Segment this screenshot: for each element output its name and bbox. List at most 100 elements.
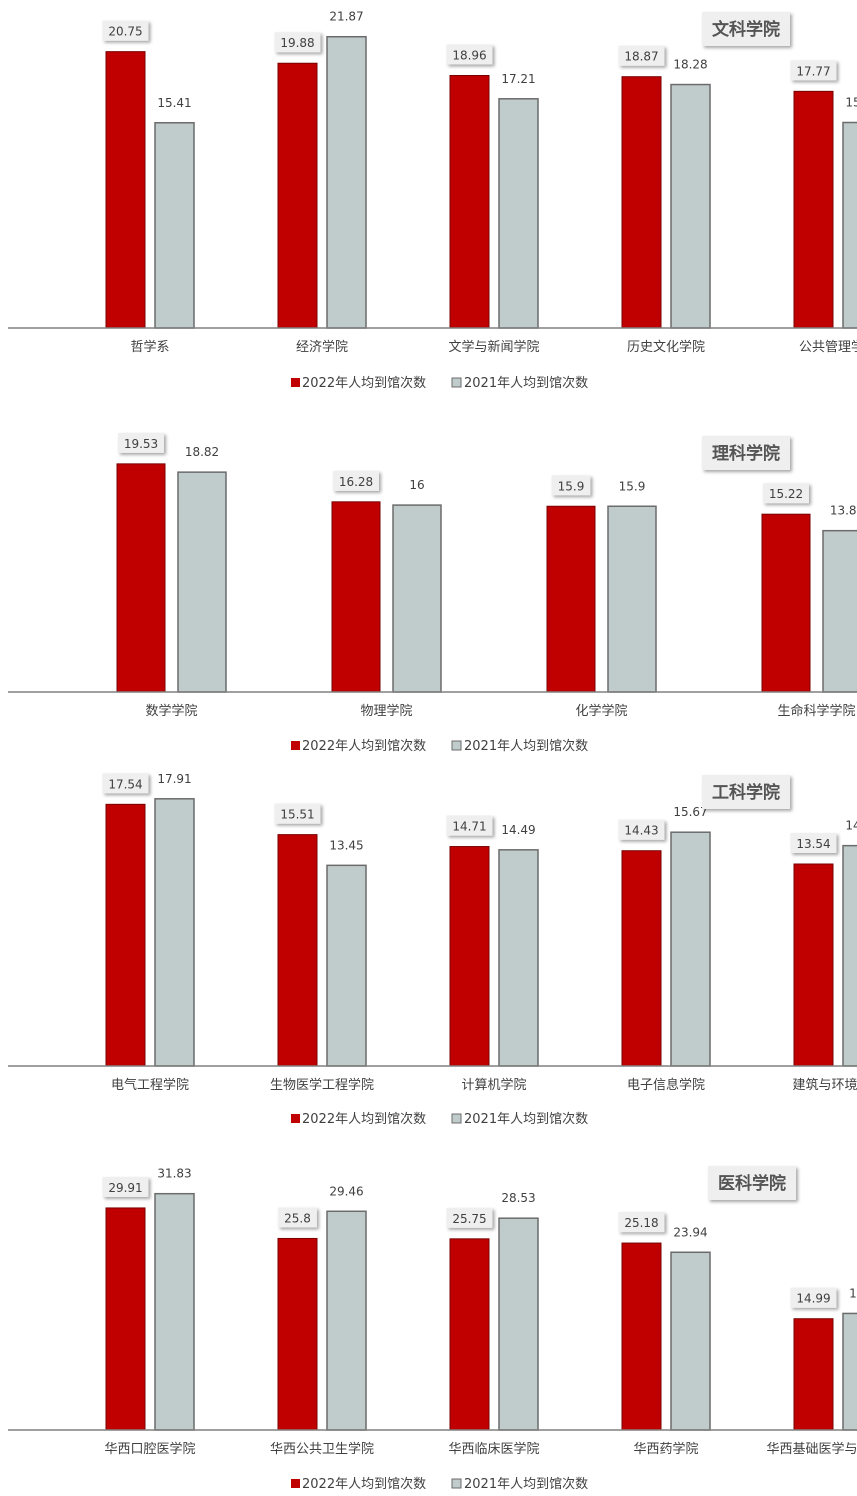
bar-2022 [105,1207,146,1431]
data-label-2022-box [790,1287,837,1308]
bar-2021 [842,1312,857,1431]
chart-panel: 19.53 18.82 数学学院 16.28 16 物理学院 15.9 15.9 化学学院 15.… [8,432,857,754]
data-label-2022-box [618,1212,665,1233]
legend: 2022年人均到馆次数 2021年人均到馆次数 [291,375,588,391]
category-label: 物理学院 [360,703,412,719]
bar-2022 [277,62,318,329]
bar-2021 [177,471,227,693]
bar-2021 [822,529,857,693]
data-label-2021: 14.77 [845,819,857,833]
data-label-2021: 15.7 [849,1286,857,1300]
data-label-2021: 15.9 [619,479,646,493]
chart-title: 医科学院 [718,1173,786,1194]
chart-panel: 29.91 31.83 华西口腔医学院 25.8 29.46 华西公共卫生学院 25.75 2… [8,1166,857,1492]
bar-2022 [621,1242,662,1431]
data-label-2021: 15.43 [845,96,857,110]
bar-2021 [498,849,539,1067]
data-label-2022: 16.28 [339,475,373,489]
category-label: 数学学院 [145,703,197,719]
category-label: 华西药学院 [633,1441,698,1457]
legend: 2022年人均到馆次数 2021年人均到馆次数 [291,1111,588,1127]
data-label-2021: 16 [409,478,424,492]
data-label-2021: 29.46 [329,1184,363,1198]
data-label-2022: 18.87 [624,50,658,64]
legend-label-2021: 2021年人均到馆次数 [464,1476,588,1492]
data-label-2021: 14.49 [501,823,535,837]
bar-2022 [793,90,834,329]
bar-2022 [761,513,811,693]
category-label: 华西临床医学院 [448,1441,539,1457]
chart-panel: 17.54 17.91 电气工程学院 15.51 13.45 生物医学工程学院 14.71 1… [8,772,857,1127]
bar-2021 [326,864,367,1067]
bar-2021 [842,121,857,329]
bar-2022 [621,76,662,329]
legend: 2022年人均到馆次数 2021年人均到馆次数 [291,738,588,754]
data-label-2022: 19.88 [280,36,314,50]
bar-2022 [793,1318,834,1431]
bar-2021 [670,83,711,329]
data-label-2022-box [790,832,837,853]
data-label-2022-box [618,819,665,840]
chart-title-box [702,12,790,46]
legend-label-2021: 2021年人均到馆次数 [464,375,588,391]
data-label-2021: 28.53 [501,1191,535,1205]
chart-title: 理科学院 [712,443,780,464]
bar-2021 [154,1192,195,1431]
data-label-2022: 17.54 [108,777,142,791]
data-label-2022: 14.43 [624,824,658,838]
data-label-2022-box [102,20,149,41]
category-label: 计算机学院 [461,1077,526,1093]
legend-label-2022: 2022年人均到馆次数 [302,1476,426,1492]
legend-label-2021: 2021年人均到馆次数 [464,738,588,754]
bar-2021 [498,98,539,329]
legend-swatch-2022 [291,378,300,387]
data-label-2022-box [333,470,379,491]
legend-swatch-2021 [451,1478,462,1489]
category-label: 电子信息学院 [627,1077,705,1093]
data-label-2022: 15.9 [558,479,585,493]
category-label: 华西公共卫生学院 [270,1441,374,1457]
bar-2022 [621,850,662,1067]
legend-label-2022: 2022年人均到馆次数 [302,738,426,754]
category-label: 文学与新闻学院 [448,339,539,355]
legend-label-2021: 2021年人均到馆次数 [464,1111,588,1127]
category-label: 生命科学学院 [777,703,855,719]
bar-2021 [326,1210,367,1431]
data-label-2022-box [118,432,164,453]
bar-2022 [449,846,490,1067]
legend: 2022年人均到馆次数 2021年人均到馆次数 [291,1476,588,1492]
legend-label-2022: 2022年人均到馆次数 [302,1111,426,1127]
data-label-2022: 13.54 [796,837,830,851]
data-label-2022-box [763,483,809,504]
data-label-2022-box [102,1176,149,1197]
data-label-2021: 18.82 [185,445,219,459]
chart-title-box [708,1166,796,1200]
bar-2022 [449,74,490,329]
data-label-2022: 25.75 [452,1212,486,1226]
data-label-2022: 18.96 [452,48,486,62]
data-label-2021: 17.21 [501,72,535,86]
data-label-2022: 15.22 [769,487,803,501]
data-label-2022: 15.51 [280,808,314,822]
data-label-2022: 19.53 [124,437,158,451]
data-label-2022-box [618,45,665,66]
chart-title: 工科学院 [712,782,780,803]
data-label-2022: 29.91 [108,1181,142,1195]
data-label-2021: 23.94 [673,1225,707,1239]
chart-title-box [702,775,790,809]
data-label-2021: 13.81 [830,504,857,518]
data-label-2021: 31.83 [157,1167,191,1181]
data-label-2021: 13.45 [329,838,363,852]
legend-swatch-2021 [451,740,462,751]
category-label: 华西基础医学与法医学院 [766,1441,857,1457]
data-label-2021: 21.87 [329,10,363,24]
bar-2022 [546,505,596,693]
category-label: 华西口腔医学院 [104,1441,195,1457]
chart-title: 文科学院 [712,19,780,40]
legend-label-2022: 2022年人均到馆次数 [302,375,426,391]
category-label: 历史文化学院 [627,339,705,355]
data-label-2021: 17.91 [157,772,191,786]
data-label-2022: 17.77 [796,64,830,78]
data-label-2022-box [551,475,591,496]
category-label: 化学学院 [575,703,627,719]
